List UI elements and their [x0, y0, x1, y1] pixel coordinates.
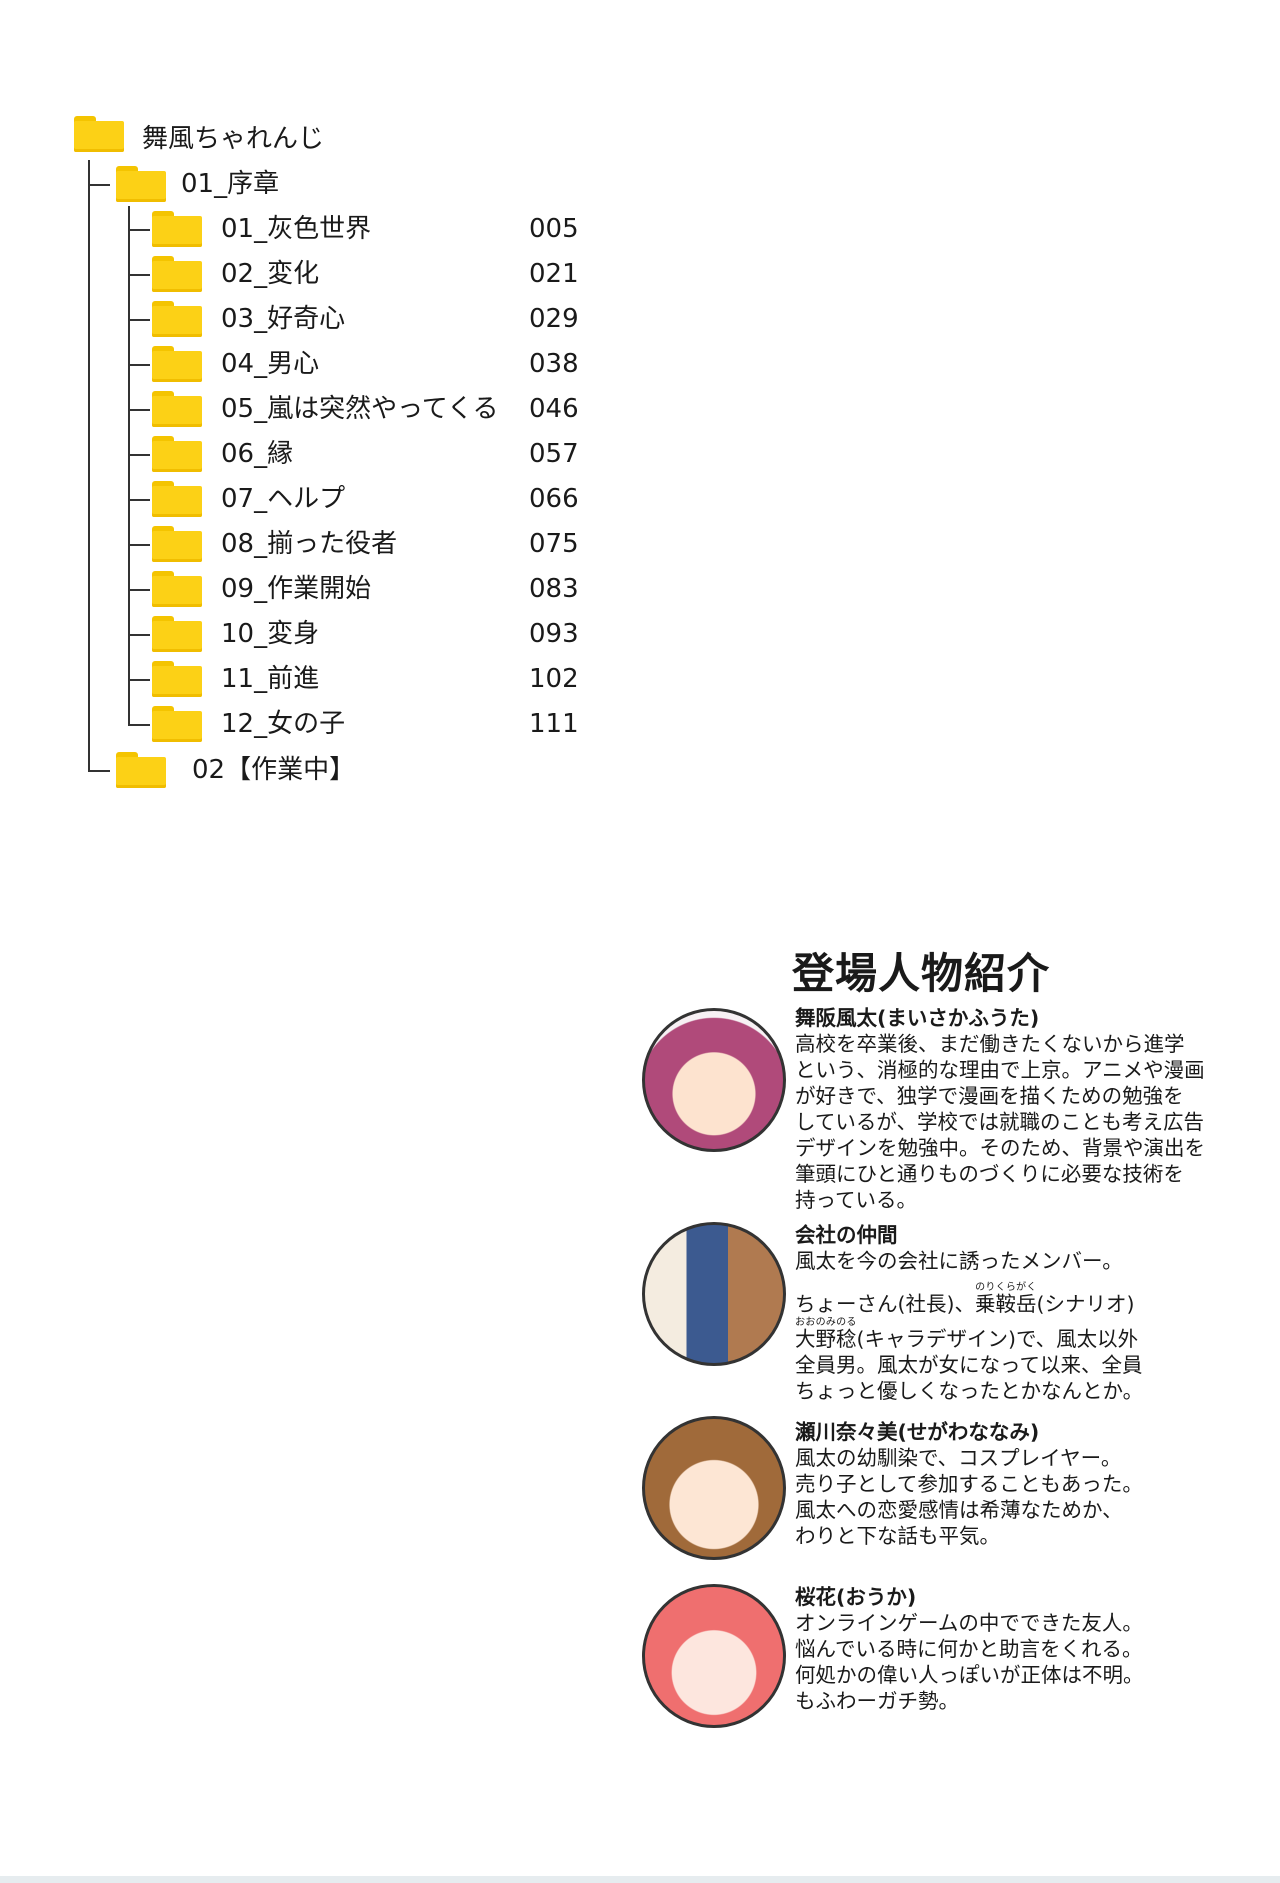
- folder-icon: [116, 166, 166, 202]
- chapter-page-number: 093: [529, 619, 579, 649]
- tree-line: [88, 770, 110, 772]
- tree-line: [128, 364, 150, 366]
- tree-line: [128, 229, 150, 231]
- tree-line: [128, 724, 150, 726]
- chapter-title: 04_男心: [221, 349, 320, 379]
- folder-icon: [116, 752, 166, 788]
- folder-icon: [152, 391, 202, 427]
- character-description-line: しているが、学校では就職のことも考え広告: [795, 1110, 1204, 1134]
- tree-line: [128, 409, 150, 411]
- tree-line: [128, 454, 150, 456]
- character-entry: 舞阪風太(まいさかふうた) 高校を卒業後、まだ働きたくないから進学 という、消極的…: [795, 1005, 1215, 1213]
- chapter-title: 05_嵐は突然やってくる: [221, 394, 499, 424]
- chapter-page-number: 057: [529, 439, 579, 469]
- character-entry: 会社の仲間 風太を今の会社に誘ったメンバー。 ちょーさん(社長)、乗鞍岳のりくら…: [795, 1222, 1215, 1404]
- character-description-line: 風太を今の会社に誘ったメンバー。: [795, 1249, 1123, 1273]
- character-description-line: が好きで、独学で漫画を描くための勉強を: [795, 1084, 1184, 1108]
- chapter-page-number: 046: [529, 394, 579, 424]
- character-description-line: という、消極的な理由で上京。アニメや漫画: [795, 1058, 1205, 1082]
- section-title: 登場人物紹介: [792, 949, 1051, 998]
- character-description-line: 悩んでいる時に何かと助言をくれる。: [795, 1637, 1143, 1661]
- character-portrait: [642, 1416, 786, 1560]
- character-name: 瀬川奈々美(せがわななみ): [795, 1420, 1040, 1444]
- chapter-title: 02_変化: [221, 259, 320, 289]
- character-description-line: 大野稔おおのみのる(キャラデザイン)で、風太以外: [795, 1317, 1139, 1352]
- folder-icon: [152, 481, 202, 517]
- page-edge: [0, 1876, 1280, 1883]
- character-portrait: [642, 1008, 786, 1152]
- chapter-title: 11_前進: [221, 664, 320, 694]
- chapter-page-number: 083: [529, 574, 579, 604]
- character-portrait: [642, 1584, 786, 1728]
- character-name: 桜花(おうか): [795, 1585, 917, 1609]
- character-entry: 桜花(おうか) オンラインゲームの中でできた友人。 悩んでいる時に何かと助言をくれ…: [795, 1584, 1215, 1714]
- chapter-page-number: 102: [529, 664, 579, 694]
- volume-label: 01_序章: [181, 169, 280, 199]
- chapter-page-number: 111: [529, 709, 579, 739]
- folder-icon: [152, 256, 202, 292]
- character-description-line: 高校を卒業後、まだ働きたくないから進学: [795, 1032, 1185, 1056]
- folder-icon: [74, 116, 124, 152]
- tree-line: [128, 274, 150, 276]
- character-entry: 瀬川奈々美(せがわななみ) 風太の幼馴染で、コスプレイヤー。 売り子として参加する…: [795, 1419, 1215, 1549]
- tree-line: [128, 206, 130, 726]
- chapter-title: 01_灰色世界: [221, 214, 372, 244]
- folder-icon: [152, 661, 202, 697]
- chapter-title: 06_縁: [221, 439, 294, 469]
- chapter-title: 10_変身: [221, 619, 320, 649]
- folder-icon: [152, 211, 202, 247]
- tree-line: [88, 184, 110, 186]
- character-description-line: わりと下な話も平気。: [795, 1524, 1000, 1548]
- tree-line: [128, 499, 150, 501]
- tree-line: [128, 319, 150, 321]
- folder-icon: [152, 346, 202, 382]
- tree-line: [128, 589, 150, 591]
- volume-label: 02【作業中】: [192, 755, 356, 785]
- chapter-title: 08_揃った役者: [221, 529, 398, 559]
- chapter-title: 03_好奇心: [221, 304, 346, 334]
- chapter-page-number: 021: [529, 259, 579, 289]
- folder-icon: [152, 616, 202, 652]
- chapter-page-number: 005: [529, 214, 579, 244]
- character-name: 会社の仲間: [795, 1223, 898, 1247]
- character-description-line: もふわーガチ勢。: [795, 1689, 959, 1713]
- character-portrait: [642, 1222, 786, 1366]
- tree-line: [128, 544, 150, 546]
- character-description-line: 持っている。: [795, 1188, 917, 1212]
- root-folder-label: 舞風ちゃれんじ: [142, 124, 325, 154]
- folder-icon: [152, 436, 202, 472]
- character-description-line: オンラインゲームの中でできた友人。: [795, 1611, 1143, 1635]
- character-name: 舞阪風太(まいさかふうた): [795, 1006, 1040, 1030]
- folder-icon: [152, 571, 202, 607]
- folder-icon: [152, 301, 202, 337]
- chapter-page-number: 075: [529, 529, 579, 559]
- character-description-line: 売り子として参加することもあった。: [795, 1472, 1143, 1496]
- character-description-line: 筆頭にひと通りものづくりに必要な技術を: [795, 1162, 1184, 1186]
- chapter-page-number: 029: [529, 304, 579, 334]
- character-description-line: ちょっと優しくなったとかなんとか。: [795, 1379, 1144, 1403]
- character-description-line: 何処かの偉い人っぽいが正体は不明。: [795, 1663, 1144, 1687]
- folder-icon: [152, 706, 202, 742]
- chapter-page-number: 038: [529, 349, 579, 379]
- chapter-title: 09_作業開始: [221, 574, 372, 604]
- tree-line: [88, 160, 90, 770]
- character-description-line: 風太の幼馴染で、コスプレイヤー。: [795, 1446, 1122, 1470]
- chapter-page-number: 066: [529, 484, 579, 514]
- tree-line: [128, 679, 150, 681]
- character-description-line: ちょーさん(社長)、乗鞍岳のりくらがく(シナリオ): [795, 1282, 1135, 1317]
- tree-line: [128, 634, 150, 636]
- folder-icon: [152, 526, 202, 562]
- chapter-title: 12_女の子: [221, 709, 346, 739]
- chapter-title: 07_ヘルプ: [221, 484, 346, 514]
- character-description-line: デザインを勉強中。そのため、背景や演出を: [795, 1136, 1205, 1160]
- character-description-line: 風太への恋愛感情は希薄なためか、: [795, 1498, 1123, 1522]
- character-description-line: 全員男。風太が女になって以来、全員: [795, 1353, 1143, 1377]
